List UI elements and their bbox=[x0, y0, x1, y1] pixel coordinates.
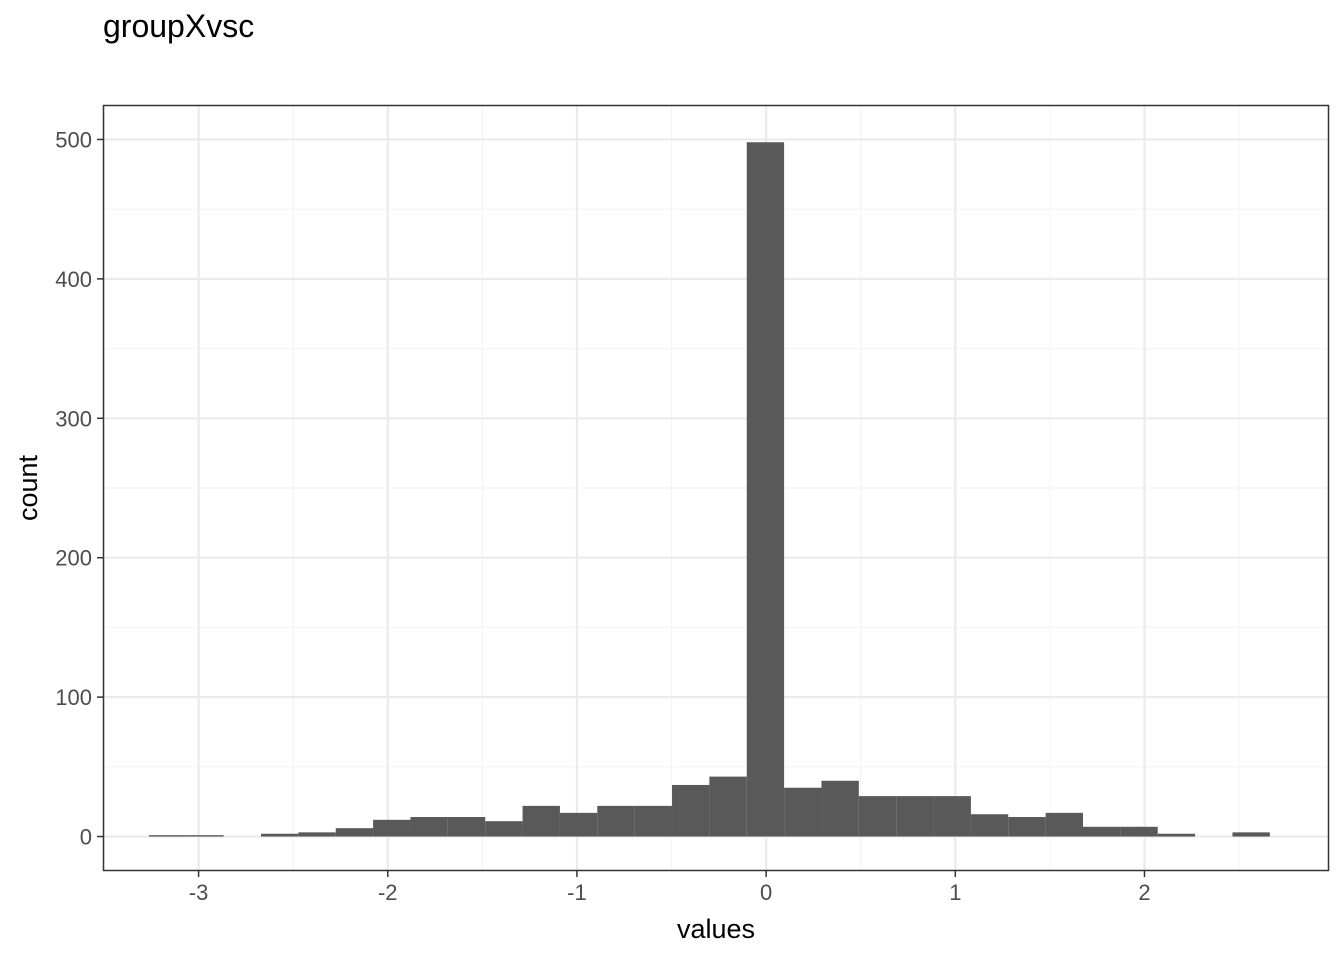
x-tick-label: -2 bbox=[378, 880, 398, 905]
histogram-bar bbox=[597, 805, 635, 837]
y-tick-label: 500 bbox=[55, 127, 92, 152]
histogram-bar bbox=[559, 812, 598, 837]
x-tick-label: -3 bbox=[189, 880, 209, 905]
histogram-bar bbox=[709, 776, 747, 837]
panel-border bbox=[102, 104, 1330, 872]
histogram-bar bbox=[746, 142, 785, 837]
x-tick-label: 2 bbox=[1138, 880, 1150, 905]
histogram-bar bbox=[522, 805, 560, 837]
x-tick-label: -1 bbox=[567, 880, 587, 905]
minor-gridlines bbox=[103, 106, 1328, 870]
histogram-bar bbox=[485, 821, 523, 837]
histogram-bar bbox=[261, 833, 299, 837]
x-tick-label: 1 bbox=[949, 880, 961, 905]
histogram-bar bbox=[447, 817, 486, 837]
y-tick-label: 300 bbox=[55, 406, 92, 431]
y-tick-label: 0 bbox=[80, 825, 92, 850]
y-tick-label: 200 bbox=[55, 546, 92, 571]
histogram-bar bbox=[896, 796, 934, 837]
histogram-bar bbox=[1008, 817, 1046, 837]
histogram-bar bbox=[1232, 832, 1270, 837]
histogram-bar bbox=[970, 814, 1009, 837]
histogram-bar bbox=[1083, 826, 1121, 837]
histogram-bar bbox=[821, 780, 859, 837]
histogram-bar bbox=[373, 819, 411, 837]
x-axis-title: values bbox=[677, 914, 755, 944]
x-tick-label: 0 bbox=[760, 880, 772, 905]
histogram-bars bbox=[148, 142, 1270, 837]
y-tick-label: 400 bbox=[55, 267, 92, 292]
histogram-bar bbox=[1157, 833, 1196, 837]
histogram-bar bbox=[634, 805, 673, 837]
chart-title: groupXvsc bbox=[103, 8, 255, 44]
y-axis-title: count bbox=[13, 454, 43, 521]
y-axis-ticks: 0 100 200 300 400 500 bbox=[55, 127, 104, 850]
histogram-bar bbox=[784, 787, 822, 837]
x-axis-ticks: -3 -2 -1 0 1 2 bbox=[189, 870, 1151, 905]
y-tick-label: 100 bbox=[55, 685, 92, 710]
histogram-bar bbox=[148, 835, 187, 837]
histogram-bar bbox=[672, 784, 710, 837]
histogram-bar bbox=[933, 796, 971, 837]
histogram-bar bbox=[335, 828, 374, 837]
histogram-bar bbox=[186, 835, 224, 837]
histogram-bar bbox=[858, 796, 897, 837]
histogram-bar bbox=[1045, 812, 1084, 837]
histogram-bar bbox=[1120, 826, 1158, 837]
histogram-bar bbox=[410, 817, 448, 837]
histogram-bar bbox=[298, 832, 336, 837]
